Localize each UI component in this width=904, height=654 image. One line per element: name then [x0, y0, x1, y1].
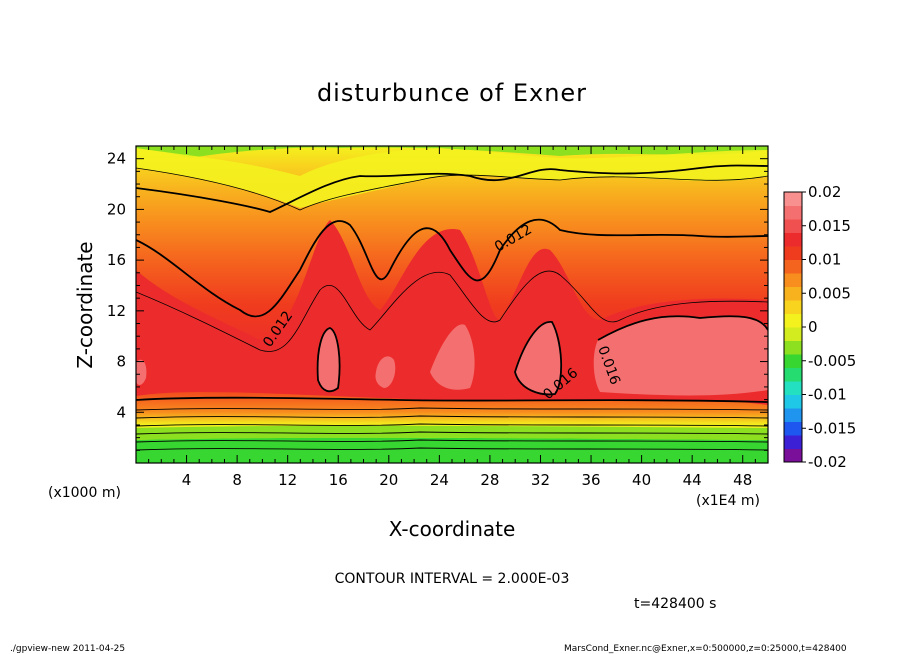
colorbar-swatch [784, 367, 802, 382]
contour-line-016-b [514, 321, 563, 396]
colorbar-tick-label: -0.005 [808, 352, 856, 370]
footer-left-note: ./gpview-new 2011-04-25 [10, 644, 125, 654]
top-band-green [136, 146, 768, 158]
colorbar-swatch [784, 300, 802, 314]
contour-line-016-a [316, 327, 341, 393]
colorbar-swatch [784, 246, 802, 260]
colorbar-swatch [784, 273, 802, 287]
colorbar-swatch [784, 205, 802, 220]
x-tick-label: 28 [480, 471, 499, 489]
y-tick-label: 4 [116, 403, 126, 421]
pink-blob-2 [375, 356, 396, 388]
y-tick-label: 16 [107, 251, 126, 269]
colorbar-tick-label: -0.015 [808, 419, 856, 437]
colorbar-swatch [784, 381, 802, 395]
x-tick-label: 32 [531, 471, 550, 489]
colorbar-swatch [784, 340, 802, 355]
colorbar-swatch [784, 408, 802, 422]
contour-line-012-a [136, 218, 768, 318]
x-tick-label: 44 [683, 471, 702, 489]
pink-blob-5 [593, 316, 768, 396]
contour-line-low-3 [136, 415, 768, 419]
contour-line-low-5 [136, 431, 768, 435]
top-band-yellow [136, 148, 768, 208]
colorbar-swatch [784, 232, 802, 247]
contour-lines [136, 164, 768, 451]
colorbar-tick-label: -0.02 [808, 453, 847, 471]
colorbar-swatch [784, 448, 802, 463]
colorbar-tick-label: 0.02 [808, 183, 841, 201]
x-tick-label: 12 [278, 471, 297, 489]
colorbar-swatch [784, 421, 802, 436]
colorbar-tick-label: 0.005 [808, 284, 851, 302]
contour-line-top-2 [136, 164, 768, 213]
y-tick-label: 20 [107, 200, 126, 218]
contour-line-low-7 [136, 447, 768, 451]
chart-title: disturbunce of Exner [317, 79, 587, 107]
y-unit-label: (x1000 m) [48, 485, 121, 501]
colorbar-swatch [784, 192, 802, 206]
bottom-band-green [136, 437, 768, 463]
x-unit-label: (x1E4 m) [696, 493, 760, 509]
contour-line-low-2 [136, 407, 768, 411]
x-tick-label: 4 [182, 471, 192, 489]
colorbar-swatch [784, 219, 802, 233]
time-label: t=428400 s [634, 596, 716, 612]
x-tick-label: 16 [329, 471, 348, 489]
contour-line-top-1 [136, 167, 768, 211]
y-axis: 4 8 12 16 20 24 [107, 150, 768, 451]
x-axis: 4 8 12 16 20 24 28 32 36 40 44 48 [148, 146, 756, 489]
pink-blob-4 [515, 321, 562, 395]
x-tick-label: 8 [232, 471, 242, 489]
colorbar-swatch [784, 259, 802, 274]
pink-blob-6 [136, 359, 147, 385]
colorbar: 0.02 0.015 0.01 0.005 0 -0.005 -0.01 -0.015 -0.0… [783, 183, 856, 471]
colorbar-swatch [784, 327, 802, 341]
colorbar-tick-label: 0.015 [808, 217, 851, 235]
x-tick-label: 36 [581, 471, 600, 489]
contour-field [136, 146, 768, 463]
contour-line-mid [136, 270, 768, 352]
y-tick-label: 12 [107, 302, 126, 320]
colorbar-swatch [784, 354, 802, 368]
colorbar-tick-label: 0 [808, 318, 818, 336]
pink-blob-3 [430, 324, 475, 390]
x-tick-label: 20 [379, 471, 398, 489]
colorbar-swatch [784, 313, 802, 328]
x-axis-title: X-coordinate [389, 517, 516, 541]
colorbar-tick-label: -0.01 [808, 386, 847, 404]
colorbar-swatch [784, 394, 802, 409]
contour-line-low-4 [136, 423, 768, 427]
x-tick-label: 48 [733, 471, 752, 489]
y-axis-title: Z-coordinate [73, 241, 97, 368]
colorbar-swatch [784, 435, 802, 449]
colorbar-tick-label: 0.01 [808, 251, 841, 269]
x-tick-label: 40 [632, 471, 651, 489]
y-tick-label: 8 [116, 353, 126, 371]
x-tick-label: 24 [430, 471, 449, 489]
footer-right-note: MarsCond_Exner.nc@Exner,x=0:500000,z=0:2… [564, 644, 847, 654]
colorbar-swatch [784, 286, 802, 301]
contour-interval-label: CONTOUR INTERVAL = 2.000E-03 [335, 571, 570, 587]
contour-line-low-6 [136, 439, 768, 443]
y-tick-label: 24 [107, 150, 126, 168]
pink-blob-1 [317, 328, 340, 392]
contour-line-016-c [597, 315, 768, 341]
contour-line-low-1 [136, 396, 768, 403]
